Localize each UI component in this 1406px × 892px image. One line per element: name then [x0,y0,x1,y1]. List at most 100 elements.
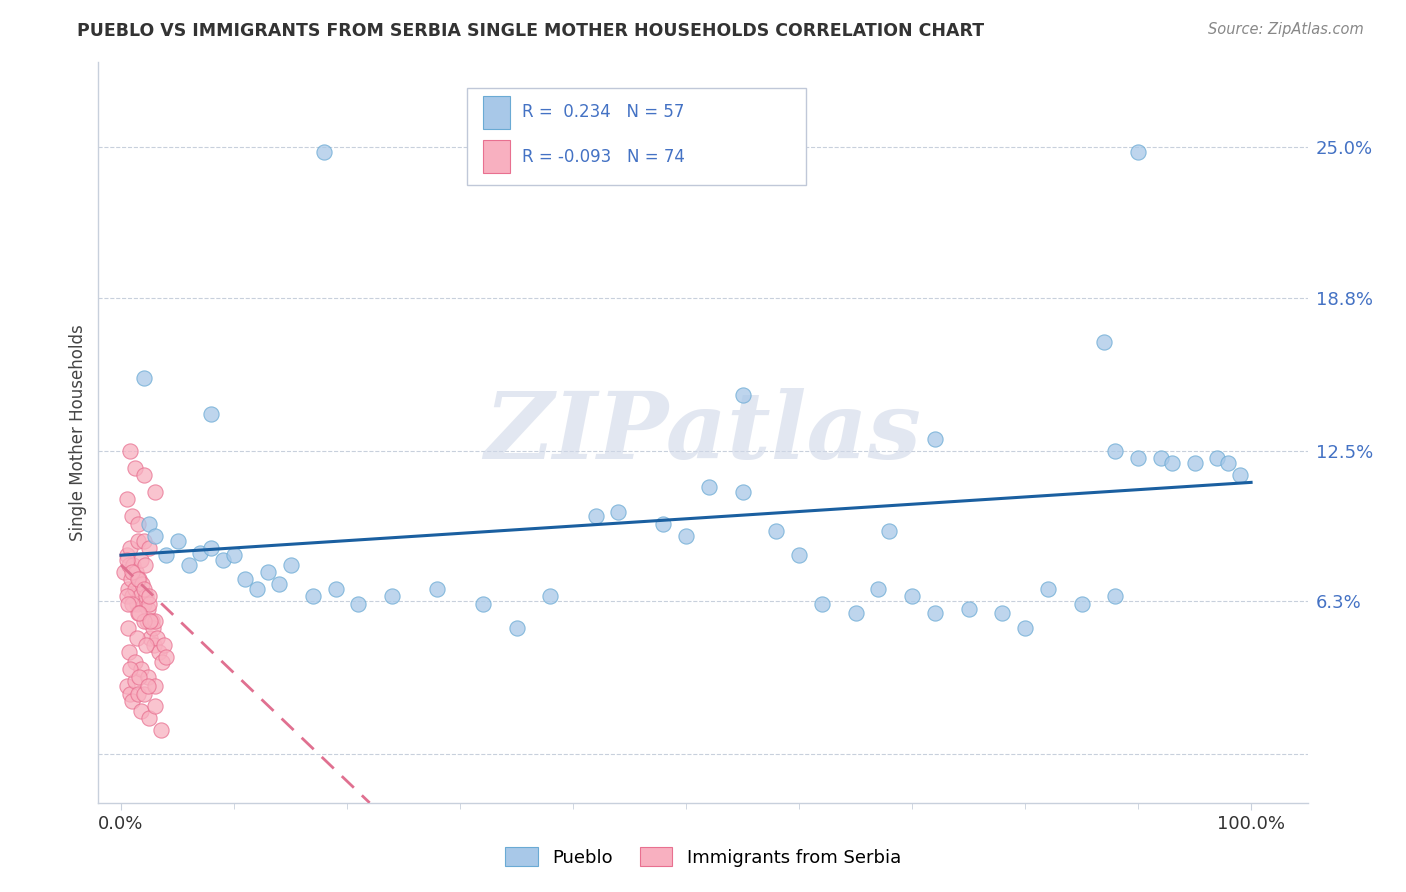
Point [122,558,145,572]
Point [127,687,149,701]
Point [115,548,138,562]
Point [112,565,135,579]
Point [132,582,155,597]
Point [118,558,141,572]
Point [471,597,494,611]
Point [143,698,166,713]
Point [138,711,160,725]
Point [1184,456,1206,470]
Point [200,408,222,422]
Point [134,558,156,572]
Point [117,597,139,611]
Point [135,590,157,604]
Point [1126,451,1149,466]
Point [132,687,155,701]
Point [132,468,155,483]
Point [128,607,150,621]
Point [426,582,449,597]
Point [115,590,138,604]
Point [211,553,233,567]
Point [135,638,157,652]
FancyBboxPatch shape [482,140,509,173]
Point [652,516,675,531]
Point [868,582,890,597]
Point [1218,456,1240,470]
Point [505,621,527,635]
Point [153,638,176,652]
Point [121,509,143,524]
Point [115,679,138,693]
Point [142,638,165,652]
Point [675,529,697,543]
Point [166,533,188,548]
Point [607,504,630,518]
Point [132,371,155,385]
Point [538,590,561,604]
Point [136,669,159,683]
Point [129,590,152,604]
Point [120,573,142,587]
Point [120,541,142,555]
Point [1104,590,1126,604]
Point [120,687,142,701]
Point [138,516,160,531]
Point [381,590,404,604]
Point [246,582,269,597]
Y-axis label: Single Mother Households: Single Mother Households [69,325,87,541]
Point [120,662,142,676]
Point [280,558,302,572]
Point [120,443,142,458]
Text: ZIPatlas: ZIPatlas [485,388,921,477]
Point [121,565,143,579]
Point [136,614,159,628]
Point [128,573,150,587]
Point [765,524,787,538]
Point [143,679,166,693]
Point [117,582,139,597]
Point [150,655,173,669]
Point [155,650,177,665]
Point [257,565,280,579]
Point [131,577,153,591]
Point [155,548,177,562]
Point [127,573,149,587]
Point [132,614,155,628]
Point [142,621,165,635]
Point [269,577,291,591]
Point [222,548,245,562]
Point [131,662,153,676]
Point [125,597,148,611]
Point [810,597,832,611]
Point [115,492,138,507]
Point [200,541,222,555]
Point [787,548,810,562]
Point [115,553,138,567]
Point [139,631,162,645]
Point [139,614,162,628]
Point [132,533,155,548]
Point [143,485,166,500]
Point [132,597,155,611]
Point [138,590,160,604]
Point [1161,456,1184,470]
Point [127,516,149,531]
Point [121,694,143,708]
Point [585,509,607,524]
Point [125,565,148,579]
Point [143,614,166,628]
FancyBboxPatch shape [467,88,806,185]
Point [1092,334,1115,349]
Point [149,723,172,737]
Point [124,655,146,669]
Point [125,631,148,645]
Point [131,553,153,567]
Point [1104,443,1126,458]
Point [117,621,139,635]
Point [143,529,166,543]
Point [233,573,256,587]
Point [188,546,211,560]
Point [177,558,200,572]
Point [141,614,163,628]
FancyBboxPatch shape [482,95,509,129]
Point [127,607,149,621]
